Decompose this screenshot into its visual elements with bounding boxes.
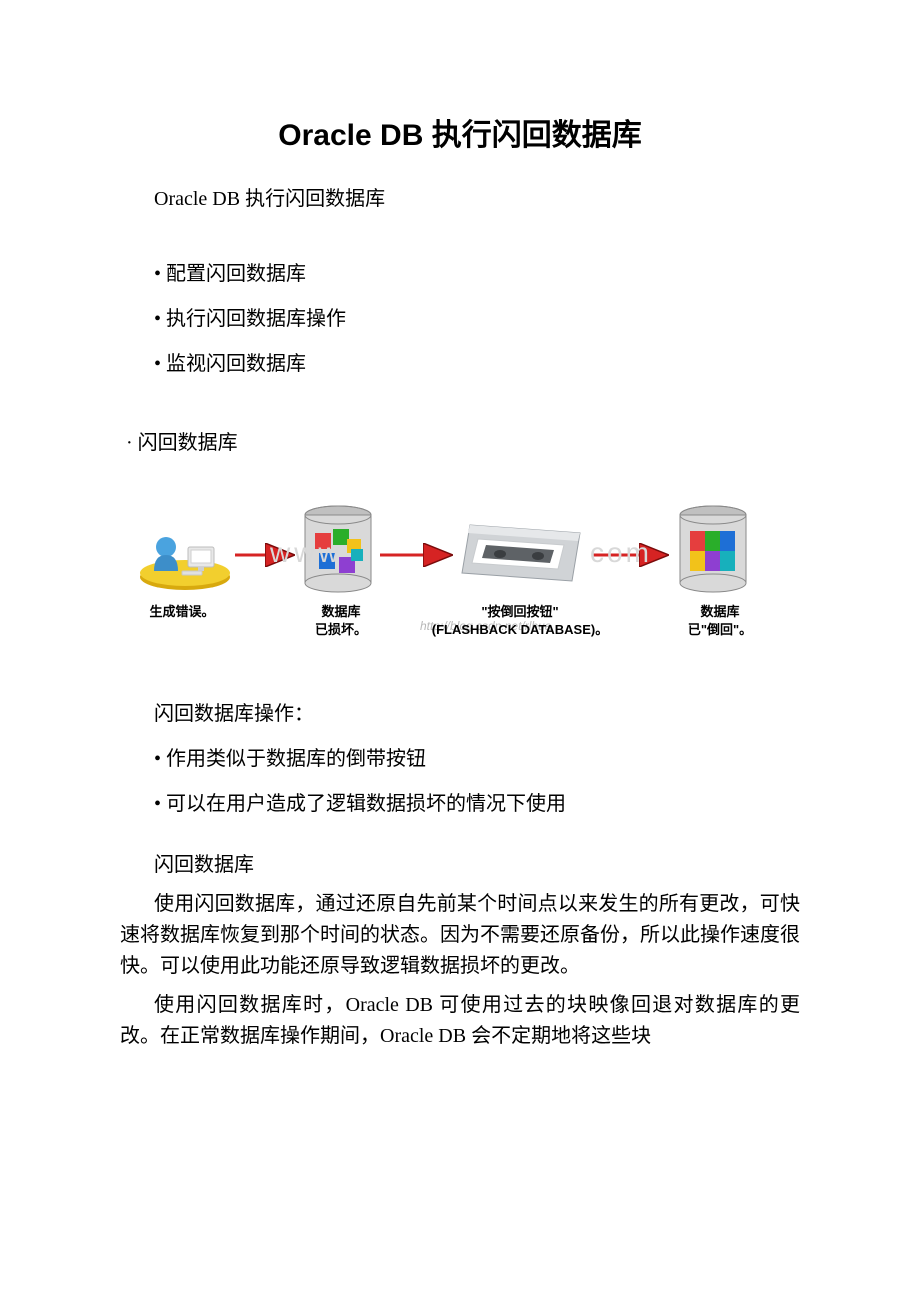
page-subtitle: Oracle DB 执行闪回数据库 bbox=[120, 182, 800, 211]
body-paragraph: 使用闪回数据库时，Oracle DB 可使用过去的块映像回退对数据库的更改。在正… bbox=[120, 990, 800, 1052]
body-paragraph: 使用闪回数据库，通过还原自先前某个时间点以来发生的所有更改，可快速将数据库恢复到… bbox=[120, 889, 800, 982]
flashback-diagram: www com http://blog.csdn.net/rlhua 生成错误。… bbox=[120, 485, 800, 665]
watermark-text: www bbox=[270, 537, 343, 569]
stage-label: 数据库 已"倒回"。 bbox=[688, 603, 752, 639]
goal-item: • 配置闪回数据库 bbox=[120, 257, 800, 286]
rewind-tape-icon bbox=[462, 525, 580, 581]
goal-item: • 监视闪回数据库 bbox=[120, 347, 800, 376]
watermark-text: com bbox=[590, 537, 652, 569]
section-heading: · 闪回数据库 bbox=[120, 426, 800, 455]
restored-db-icon bbox=[680, 506, 746, 592]
stage-label: "按倒回按钮" (FLASHBACK DATABASE)。 bbox=[432, 603, 608, 639]
stage-label: 数据库 已损坏。 bbox=[315, 603, 367, 639]
page-title: Oracle DB 执行闪回数据库 bbox=[120, 110, 800, 154]
error-stage-icon bbox=[140, 537, 230, 590]
operation-heading: 闪回数据库操作： bbox=[120, 697, 800, 726]
goal-item: • 执行闪回数据库操作 bbox=[120, 302, 800, 331]
stage-label: 生成错误。 bbox=[149, 603, 214, 621]
section-label: 闪回数据库 bbox=[120, 848, 800, 877]
operation-bullet: • 作用类似于数据库的倒带按钮 bbox=[120, 742, 800, 771]
operation-bullet: • 可以在用户造成了逻辑数据损坏的情况下使用 bbox=[120, 787, 800, 816]
